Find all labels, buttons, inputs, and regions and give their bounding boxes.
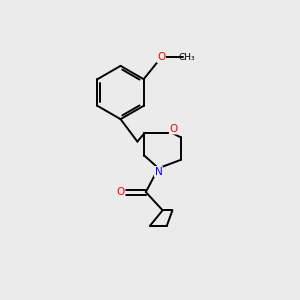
Text: O: O [117,187,125,197]
Text: O: O [157,52,165,62]
Text: N: N [154,167,162,177]
Text: O: O [169,124,178,134]
Text: CH₃: CH₃ [178,53,195,62]
